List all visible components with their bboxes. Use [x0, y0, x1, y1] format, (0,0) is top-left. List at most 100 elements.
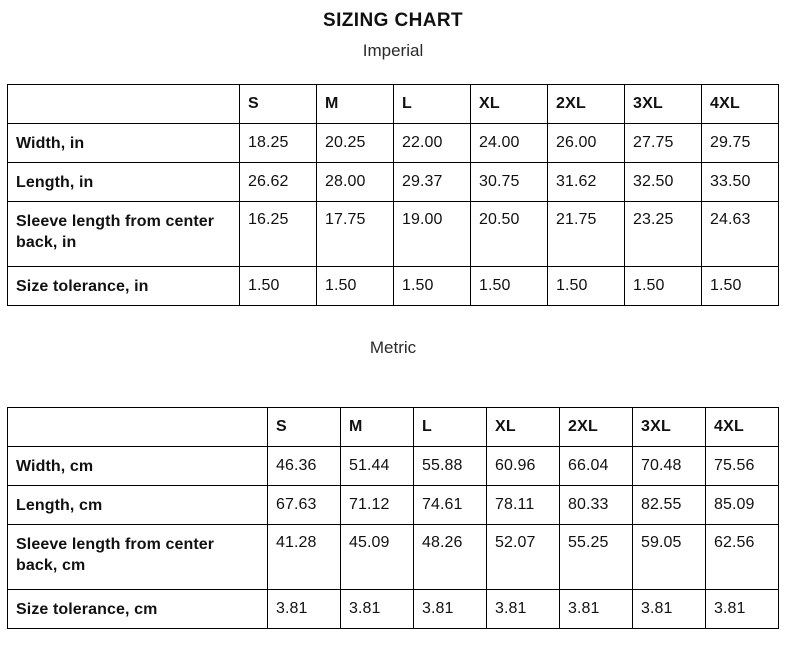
metric-table-wrap: S M L XL 2XL 3XL 4XL Width, cm 46.36 51.…: [0, 407, 786, 629]
imperial-length-l: 29.37: [393, 162, 471, 202]
imperial-sleeve-2xl: 21.75: [547, 201, 625, 267]
metric-col-header-xl: XL: [486, 407, 560, 447]
imperial-sizing-table: S M L XL 2XL 3XL 4XL Width, in 18.25 20.…: [7, 84, 779, 306]
metric-tolerance-l: 3.81: [413, 589, 487, 629]
metric-sleeve-s: 41.28: [267, 524, 341, 590]
imperial-col-header-3xl: 3XL: [624, 84, 702, 124]
metric-tolerance-m: 3.81: [340, 589, 414, 629]
imperial-width-s: 18.25: [239, 123, 317, 163]
metric-width-xl: 60.96: [486, 446, 560, 486]
imperial-width-4xl: 29.75: [701, 123, 779, 163]
imperial-width-3xl: 27.75: [624, 123, 702, 163]
table-row: Sleeve length from center back, in 16.25…: [7, 201, 779, 267]
imperial-length-4xl: 33.50: [701, 162, 779, 202]
metric-table-head: S M L XL 2XL 3XL 4XL: [7, 407, 779, 447]
imperial-col-header-xl: XL: [470, 84, 548, 124]
metric-table-body: Width, cm 46.36 51.44 55.88 60.96 66.04 …: [7, 446, 779, 629]
imperial-row-label-length: Length, in: [7, 162, 240, 202]
imperial-col-header-2xl: 2XL: [547, 84, 625, 124]
imperial-sleeve-xl: 20.50: [470, 201, 548, 267]
imperial-row-label-width: Width, in: [7, 123, 240, 163]
metric-col-header-3xl: 3XL: [632, 407, 706, 447]
imperial-sleeve-3xl: 23.25: [624, 201, 702, 267]
imperial-length-2xl: 31.62: [547, 162, 625, 202]
imperial-width-2xl: 26.00: [547, 123, 625, 163]
imperial-row-label-tolerance: Size tolerance, in: [7, 266, 240, 306]
imperial-corner-cell: [7, 84, 240, 124]
table-row: Size tolerance, in 1.50 1.50 1.50 1.50 1…: [7, 266, 779, 306]
metric-width-3xl: 70.48: [632, 446, 706, 486]
imperial-length-s: 26.62: [239, 162, 317, 202]
imperial-length-xl: 30.75: [470, 162, 548, 202]
imperial-section-subtitle: Imperial: [362, 41, 424, 60]
imperial-table-head: S M L XL 2XL 3XL 4XL: [7, 84, 779, 124]
imperial-col-header-s: S: [239, 84, 317, 124]
imperial-length-3xl: 32.50: [624, 162, 702, 202]
metric-length-2xl: 80.33: [559, 485, 633, 525]
metric-tolerance-2xl: 3.81: [559, 589, 633, 629]
metric-length-4xl: 85.09: [705, 485, 779, 525]
metric-width-m: 51.44: [340, 446, 414, 486]
metric-row-label-width: Width, cm: [7, 446, 268, 486]
metric-col-header-4xl: 4XL: [705, 407, 779, 447]
metric-sleeve-2xl: 55.25: [559, 524, 633, 590]
metric-corner-cell: [7, 407, 268, 447]
imperial-sleeve-m: 17.75: [316, 201, 394, 267]
metric-row-label-length: Length, cm: [7, 485, 268, 525]
metric-length-3xl: 82.55: [632, 485, 706, 525]
imperial-tolerance-s: 1.50: [239, 266, 317, 306]
imperial-tolerance-2xl: 1.50: [547, 266, 625, 306]
metric-sleeve-m: 45.09: [340, 524, 414, 590]
metric-col-header-m: M: [340, 407, 414, 447]
metric-sizing-table: S M L XL 2XL 3XL 4XL Width, cm 46.36 51.…: [7, 407, 779, 629]
metric-col-header-s: S: [267, 407, 341, 447]
metric-sleeve-xl: 52.07: [486, 524, 560, 590]
metric-sleeve-4xl: 62.56: [705, 524, 779, 590]
imperial-col-header-m: M: [316, 84, 394, 124]
metric-tolerance-4xl: 3.81: [705, 589, 779, 629]
imperial-sleeve-4xl: 24.63: [701, 201, 779, 267]
table-header-row: S M L XL 2XL 3XL 4XL: [7, 407, 779, 447]
imperial-sleeve-s: 16.25: [239, 201, 317, 267]
metric-row-label-sleeve: Sleeve length from center back, cm: [7, 524, 268, 590]
imperial-sleeve-l: 19.00: [393, 201, 471, 267]
imperial-length-m: 28.00: [316, 162, 394, 202]
imperial-tolerance-3xl: 1.50: [624, 266, 702, 306]
metric-length-s: 67.63: [267, 485, 341, 525]
metric-width-l: 55.88: [413, 446, 487, 486]
page-title: SIZING CHART: [323, 10, 463, 31]
metric-width-s: 46.36: [267, 446, 341, 486]
metric-sleeve-l: 48.26: [413, 524, 487, 590]
metric-tolerance-xl: 3.81: [486, 589, 560, 629]
metric-length-xl: 78.11: [486, 485, 560, 525]
metric-tolerance-s: 3.81: [267, 589, 341, 629]
metric-section-subtitle: Metric: [369, 338, 417, 357]
metric-width-4xl: 75.56: [705, 446, 779, 486]
imperial-col-header-l: L: [393, 84, 471, 124]
metric-length-l: 74.61: [413, 485, 487, 525]
metric-tolerance-3xl: 3.81: [632, 589, 706, 629]
table-row: Width, in 18.25 20.25 22.00 24.00 26.00 …: [7, 123, 779, 163]
imperial-table-wrap: S M L XL 2XL 3XL 4XL Width, in 18.25 20.…: [0, 84, 786, 306]
metric-width-2xl: 66.04: [559, 446, 633, 486]
metric-sleeve-3xl: 59.05: [632, 524, 706, 590]
imperial-width-xl: 24.00: [470, 123, 548, 163]
imperial-row-label-sleeve: Sleeve length from center back, in: [7, 201, 240, 267]
table-row: Length, in 26.62 28.00 29.37 30.75 31.62…: [7, 162, 779, 202]
metric-row-label-tolerance: Size tolerance, cm: [7, 589, 268, 629]
imperial-tolerance-m: 1.50: [316, 266, 394, 306]
imperial-table-body: Width, in 18.25 20.25 22.00 24.00 26.00 …: [7, 123, 779, 306]
imperial-width-l: 22.00: [393, 123, 471, 163]
imperial-tolerance-l: 1.50: [393, 266, 471, 306]
table-header-row: S M L XL 2XL 3XL 4XL: [7, 84, 779, 124]
table-row: Width, cm 46.36 51.44 55.88 60.96 66.04 …: [7, 446, 779, 486]
metric-col-header-l: L: [413, 407, 487, 447]
imperial-col-header-4xl: 4XL: [701, 84, 779, 124]
table-row: Size tolerance, cm 3.81 3.81 3.81 3.81 3…: [7, 589, 779, 629]
metric-col-header-2xl: 2XL: [559, 407, 633, 447]
imperial-width-m: 20.25: [316, 123, 394, 163]
table-row: Length, cm 67.63 71.12 74.61 78.11 80.33…: [7, 485, 779, 525]
imperial-tolerance-xl: 1.50: [470, 266, 548, 306]
table-row: Sleeve length from center back, cm 41.28…: [7, 524, 779, 590]
